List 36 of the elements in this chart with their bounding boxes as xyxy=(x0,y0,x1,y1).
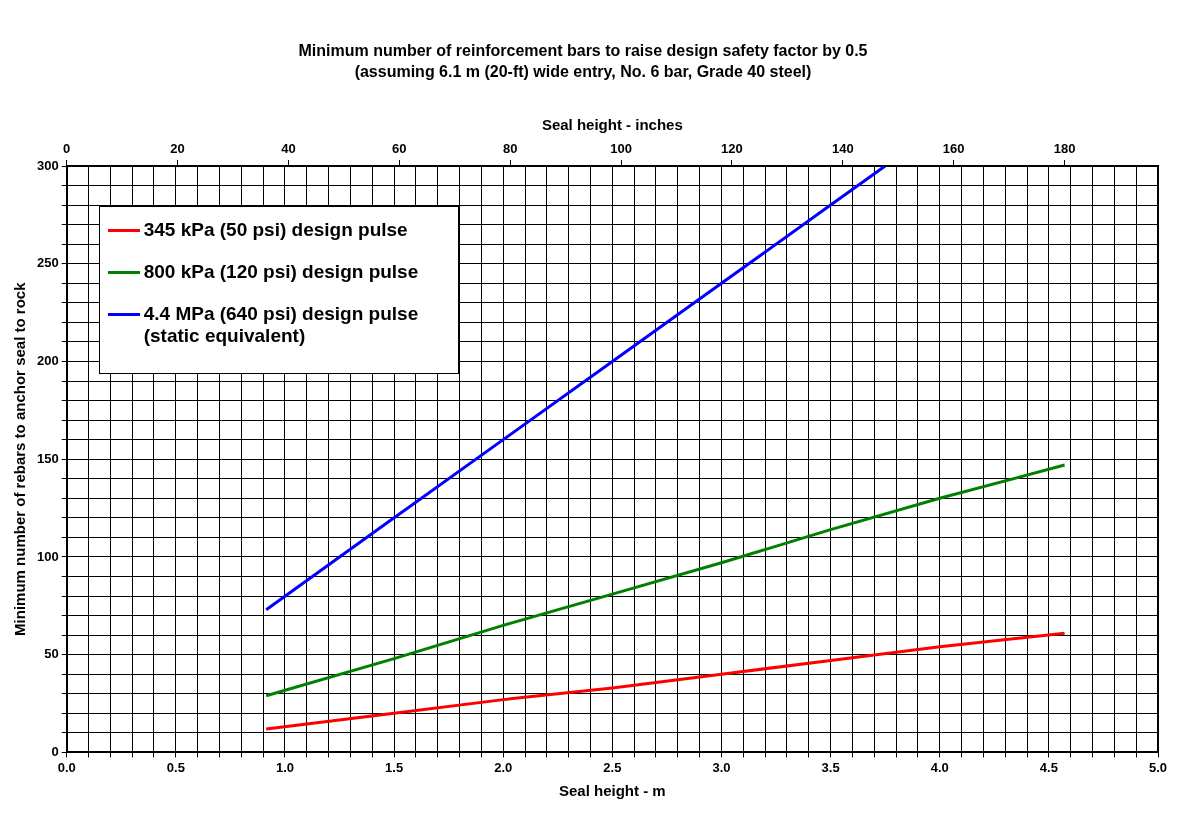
x-tick-label: 0.0 xyxy=(57,759,76,775)
x-tick-label: 5.0 xyxy=(1148,759,1168,775)
x2-tick-label: 80 xyxy=(502,140,518,156)
x2-tick-label: 180 xyxy=(1053,140,1076,156)
x-axis-title: Seal height - m xyxy=(559,782,666,800)
x2-tick-label: 140 xyxy=(831,140,854,156)
legend-label: 4.4 MPa (640 psi) design pulse (static equivalent) xyxy=(143,303,420,347)
x2-tick-label: 160 xyxy=(942,140,965,156)
y-tick-label: 300 xyxy=(36,157,59,173)
x2-tick-label: 40 xyxy=(281,140,296,156)
x2-tick-label: 60 xyxy=(392,140,407,156)
x-tick-label: 0.5 xyxy=(166,759,185,775)
x2-tick-label: 0 xyxy=(63,140,71,156)
x-tick-label: 2.0 xyxy=(494,759,513,775)
y-tick-label: 150 xyxy=(36,450,59,466)
chart-title: Minimum number of reinforcement bars to raise design safety factor by 0.5 xyxy=(298,42,868,60)
x-tick-label: 4.0 xyxy=(930,759,949,775)
y-tick-label: 250 xyxy=(36,255,59,271)
legend-label: 800 kPa (120 psi) design pulse xyxy=(143,261,419,283)
x2-axis-title: Seal height - inches xyxy=(541,115,683,133)
x-tick-label: 4.5 xyxy=(1039,759,1058,775)
y-axis-title: Minimum number of rebars to anchor seal to rock xyxy=(11,281,29,636)
y-tick-label: 50 xyxy=(44,646,59,662)
y-tick-label: 200 xyxy=(36,353,59,369)
chart-subtitle: (assuming 6.1 m (20-ft) wide entry, No. 6 bar, Grade 40 steel) xyxy=(354,63,812,81)
x2-tick-label: 100 xyxy=(610,140,632,156)
x-tick-label: 1.0 xyxy=(275,759,294,775)
x-tick-label: 1.5 xyxy=(385,759,404,775)
x-tick-label: 3.0 xyxy=(712,759,731,775)
y-tick-label: 100 xyxy=(36,548,59,564)
x-tick-label: 3.5 xyxy=(821,759,840,775)
x-tick-label: 2.5 xyxy=(603,759,622,775)
x2-tick-label: 120 xyxy=(721,140,743,156)
legend-label: 345 kPa (50 psi) design pulse xyxy=(143,219,408,241)
y-tick-label: 0 xyxy=(51,743,59,759)
x2-tick-label: 20 xyxy=(170,140,185,156)
